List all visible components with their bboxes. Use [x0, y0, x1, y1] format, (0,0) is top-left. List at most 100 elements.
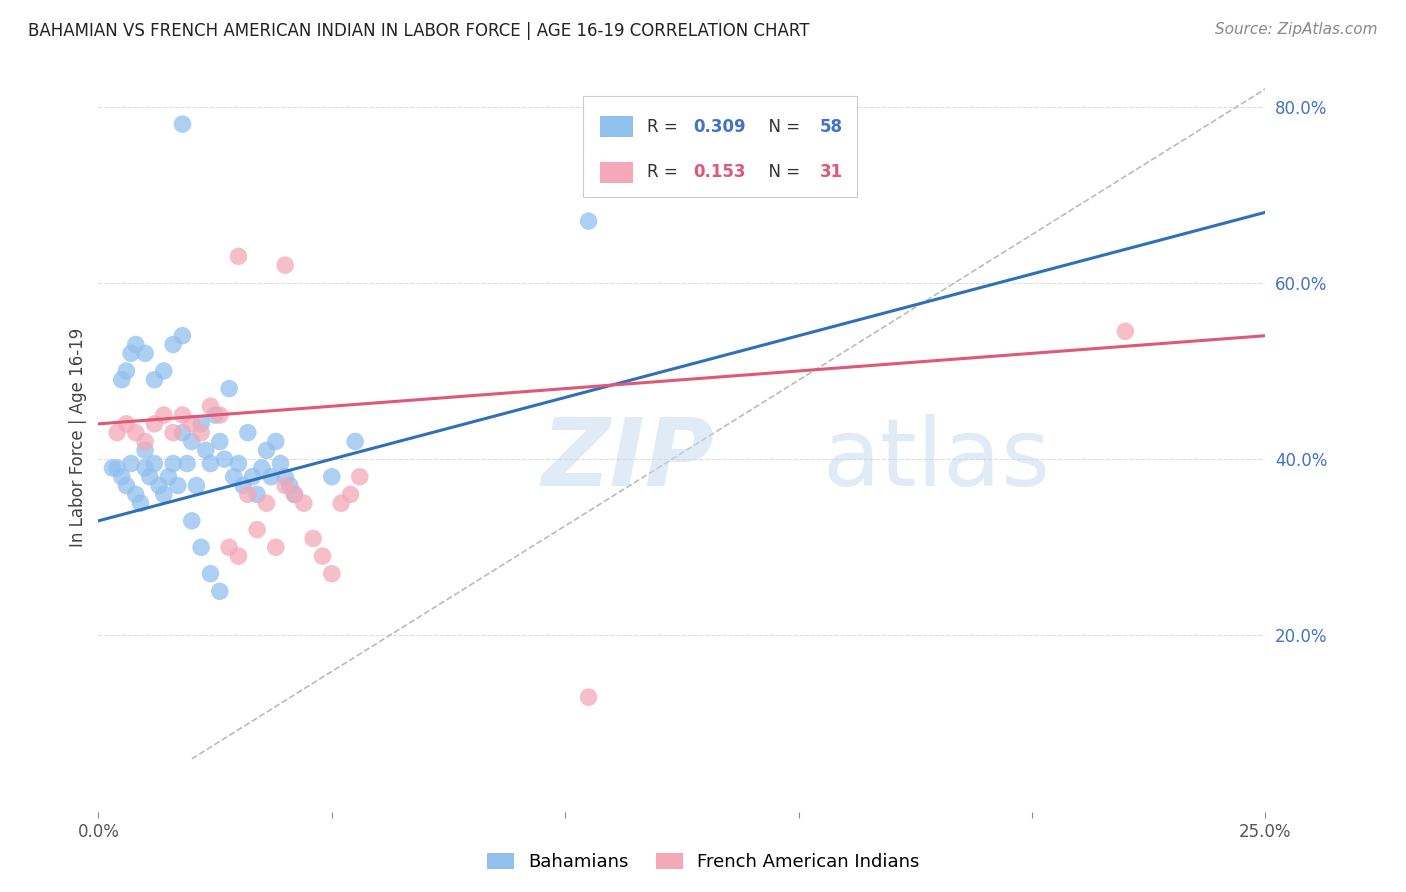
Text: 58: 58 [820, 118, 842, 136]
Point [274, 478, 297, 492]
Point [143, 417, 166, 431]
Point [256, 496, 278, 510]
Point [283, 487, 305, 501]
Point [204, 408, 226, 422]
Point [246, 523, 269, 537]
Point [125, 337, 148, 351]
Point [152, 364, 174, 378]
Point [194, 443, 217, 458]
Point [269, 457, 291, 471]
Point [120, 457, 142, 471]
Point [166, 478, 188, 492]
Point [134, 434, 156, 449]
Point [172, 408, 194, 422]
Point [228, 549, 250, 563]
Point [228, 457, 250, 471]
Point [274, 469, 297, 483]
Point [321, 566, 343, 581]
Point [172, 328, 194, 343]
Point [162, 337, 184, 351]
Point [134, 443, 156, 458]
Point [228, 249, 250, 263]
Point [344, 434, 367, 449]
Point [232, 478, 254, 492]
Point [115, 478, 138, 492]
Point [242, 469, 264, 483]
Point [190, 417, 212, 431]
Point [274, 258, 297, 272]
Text: N =: N = [758, 118, 806, 136]
Point [330, 496, 353, 510]
Point [256, 443, 278, 458]
Point [143, 457, 166, 471]
Point [176, 457, 198, 471]
Point [180, 417, 202, 431]
Text: 31: 31 [820, 163, 842, 181]
Point [186, 478, 208, 492]
Point [190, 425, 212, 440]
Point [152, 408, 174, 422]
Point [1114, 324, 1136, 338]
Text: 0.153: 0.153 [693, 163, 747, 181]
Point [208, 584, 231, 599]
Point [218, 382, 240, 396]
Point [134, 346, 156, 360]
Text: 0.309: 0.309 [693, 118, 747, 136]
FancyBboxPatch shape [582, 96, 856, 197]
Point [222, 469, 245, 483]
Point [111, 469, 134, 483]
Point [214, 452, 236, 467]
Point [250, 461, 273, 475]
Point [283, 487, 305, 501]
Text: N =: N = [758, 163, 806, 181]
Point [264, 541, 287, 555]
Point [200, 566, 222, 581]
Bar [600, 161, 633, 183]
Point [125, 487, 148, 501]
Point [105, 461, 128, 475]
Point [246, 487, 269, 501]
Text: ZIP: ZIP [541, 414, 714, 506]
Point [115, 417, 138, 431]
Point [292, 496, 315, 510]
Point [578, 690, 600, 705]
Point [134, 461, 156, 475]
Point [218, 541, 240, 555]
Point [190, 541, 212, 555]
Text: Source: ZipAtlas.com: Source: ZipAtlas.com [1215, 22, 1378, 37]
Point [208, 434, 231, 449]
Text: R =: R = [647, 118, 683, 136]
Legend: Bahamians, French American Indians: Bahamians, French American Indians [479, 846, 927, 879]
Point [311, 549, 333, 563]
Point [321, 469, 343, 483]
Point [208, 408, 231, 422]
Point [125, 425, 148, 440]
Point [105, 425, 128, 440]
Y-axis label: In Labor Force | Age 16-19: In Labor Force | Age 16-19 [69, 327, 87, 547]
Point [278, 478, 301, 492]
Point [139, 469, 162, 483]
Point [148, 478, 170, 492]
Point [260, 469, 283, 483]
Point [152, 487, 174, 501]
Point [236, 425, 259, 440]
Point [349, 469, 371, 483]
Point [180, 434, 202, 449]
Point [120, 346, 142, 360]
Point [180, 514, 202, 528]
Point [200, 399, 222, 413]
Point [236, 487, 259, 501]
Point [115, 364, 138, 378]
Point [302, 532, 325, 546]
Bar [600, 116, 633, 137]
Text: BAHAMIAN VS FRENCH AMERICAN INDIAN IN LABOR FORCE | AGE 16-19 CORRELATION CHART: BAHAMIAN VS FRENCH AMERICAN INDIAN IN LA… [28, 22, 810, 40]
Point [129, 496, 152, 510]
Point [162, 457, 184, 471]
Text: R =: R = [647, 163, 683, 181]
Point [339, 487, 361, 501]
Point [172, 425, 194, 440]
Point [172, 117, 194, 131]
Text: atlas: atlas [823, 414, 1050, 506]
Point [200, 457, 222, 471]
Point [264, 434, 287, 449]
